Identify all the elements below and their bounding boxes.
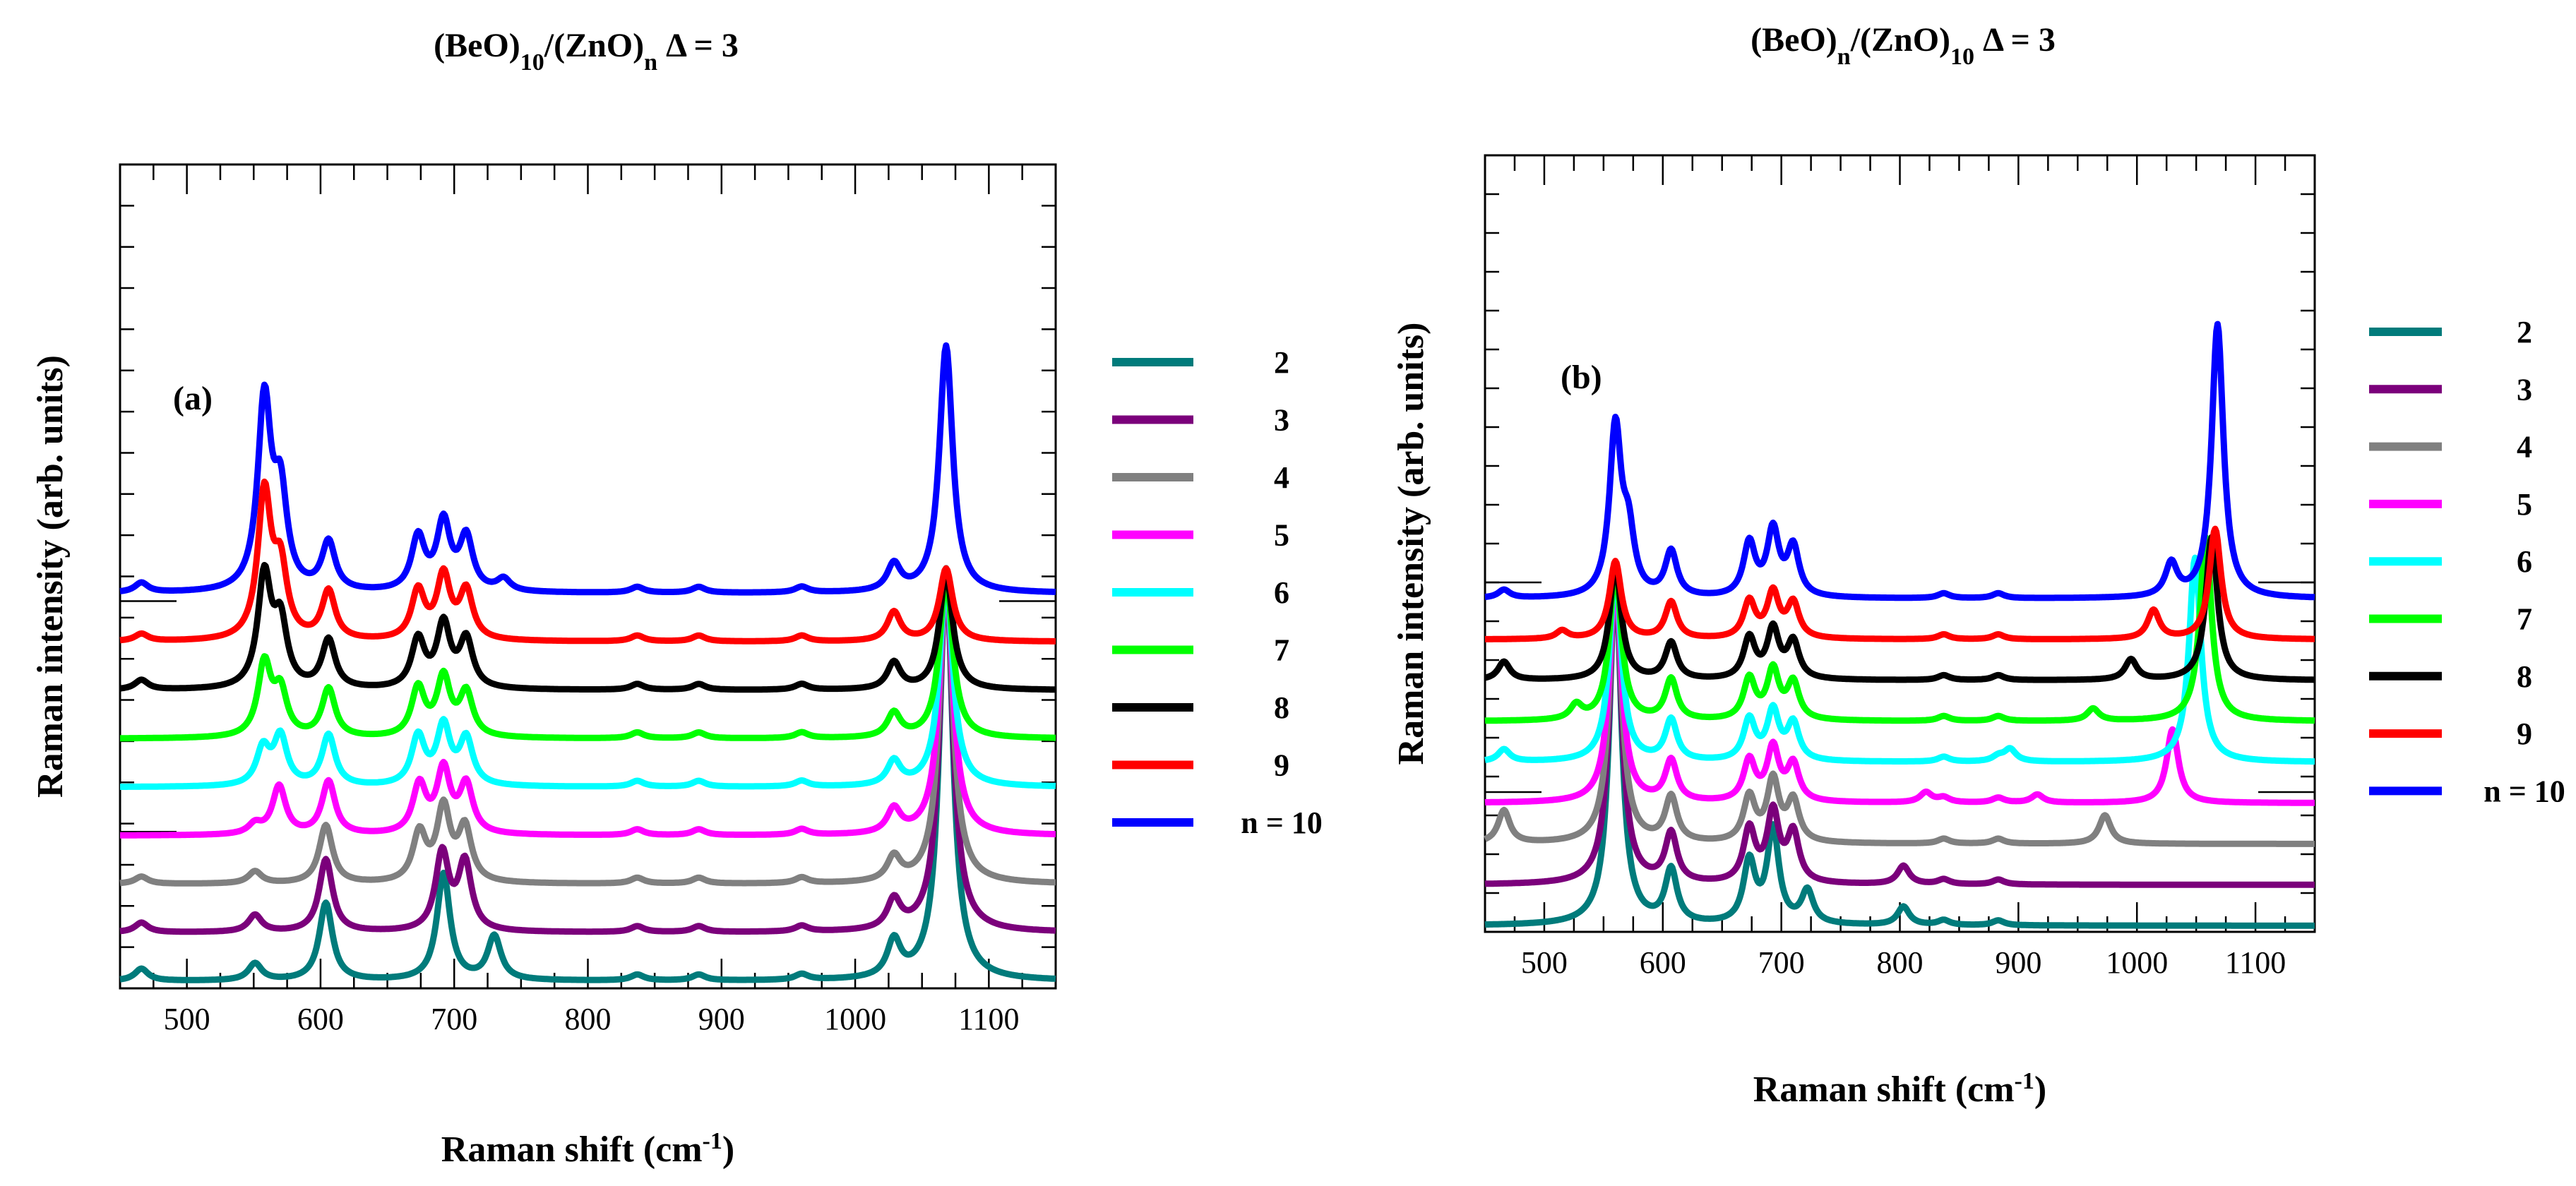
series-line-6 (118, 575, 1058, 790)
chart-title-part: 10 (1950, 44, 1974, 70)
legend-label: 7 (1274, 633, 1289, 668)
chart-title-part: /(ZnO) (1850, 21, 1950, 59)
legend-label: n = 10 (2483, 774, 2565, 808)
panel-a: 500 600 700 800 900 1000 1100 2 3 4 5 6 7 8 9 n = 10 (a)… (30, 27, 1323, 1170)
chart-title-part: Δ = 3 (657, 27, 739, 64)
chart-title-part: (BeO) (434, 27, 520, 64)
series-line-9 (1483, 525, 2317, 642)
x-tick-label: 800 (1877, 945, 1924, 980)
x-tick-label: 1100 (2225, 945, 2286, 980)
legend-label: 3 (2517, 372, 2532, 407)
legend-label: 5 (1274, 518, 1289, 553)
chart-title-part: Δ = 3 (1974, 21, 2056, 59)
legend-label: 2 (1274, 345, 1289, 380)
x-tick-label: 800 (565, 1002, 612, 1036)
x-tick-label: 600 (297, 1002, 344, 1036)
x-axis-title: Raman shift (cm-1) (441, 1128, 734, 1170)
series-line-9 (118, 478, 1058, 645)
series-line-4 (118, 570, 1058, 887)
x-tick-label: 700 (1758, 945, 1805, 980)
chart-title-part: /(ZnO) (544, 27, 644, 64)
series-line-10 (1483, 321, 2317, 601)
y-axis-title: Raman intensity (arb. units) (30, 355, 71, 798)
series-line-10 (118, 342, 1058, 596)
legend-label: 2 (2517, 315, 2532, 349)
chart-title-part: n (1837, 44, 1851, 70)
series-line-8 (1483, 534, 2317, 683)
series-line-2 (118, 565, 1058, 983)
chart-title-part: 10 (520, 49, 544, 76)
x-axis-title-part: ) (2034, 1070, 2046, 1110)
x-tick-label: 500 (1521, 945, 1568, 980)
panel-b: 500 600 700 800 900 1000 1100 2 3 4 5 6 7 8 9 n = 10 (b)… (1391, 21, 2565, 1110)
legend-label: 5 (2517, 487, 2532, 522)
legend-label: 9 (1274, 748, 1289, 783)
x-axis-title-part: -1 (703, 1128, 722, 1154)
x-tick-label: 600 (1640, 945, 1686, 980)
legend-label: 8 (2517, 659, 2532, 694)
panel-label: (a) (173, 380, 213, 417)
series-line-8 (118, 562, 1058, 693)
legend-label: 7 (2517, 602, 2532, 637)
series-line-5 (118, 570, 1058, 839)
legend-label: n = 10 (1241, 805, 1323, 840)
chart-title: (BeO)10/(ZnO)n Δ = 3 (434, 27, 739, 76)
series-line-7 (118, 575, 1058, 742)
x-tick-label: 900 (1995, 945, 2041, 980)
x-axis-title: Raman shift (cm-1) (1753, 1068, 2046, 1110)
x-tick-label: 1100 (958, 1002, 1019, 1036)
legend-label: 4 (1274, 460, 1289, 495)
x-tick-label: 1000 (2106, 945, 2168, 980)
legend-label: 9 (2517, 717, 2532, 751)
plot-frame (1484, 154, 2316, 933)
legend-label: 8 (1274, 690, 1289, 725)
x-tick-label: 500 (164, 1002, 210, 1036)
x-tick-label: 1000 (824, 1002, 886, 1036)
panel-label: (b) (1561, 359, 1602, 396)
series-line-3 (118, 570, 1058, 935)
legend-label: 3 (1274, 403, 1289, 438)
x-tick-label: 900 (698, 1002, 745, 1036)
chart-title-part: n (644, 49, 657, 76)
x-axis-title-part: ) (722, 1130, 734, 1170)
legend-label: 4 (2517, 430, 2532, 465)
legend-label: 6 (1274, 575, 1289, 610)
x-axis-title-part: Raman shift (cm (1753, 1070, 2015, 1110)
x-axis-title-part: -1 (2015, 1068, 2034, 1094)
y-axis-title: Raman intensity (arb. units) (1391, 323, 1431, 765)
chart-title: (BeO)n/(ZnO)10 Δ = 3 (1751, 21, 2056, 70)
chart-title-part: (BeO) (1751, 21, 1837, 59)
x-axis-title-part: Raman shift (cm (441, 1130, 703, 1170)
x-tick-label: 700 (431, 1002, 477, 1036)
legend-label: 6 (2517, 544, 2532, 579)
series-line-7 (1483, 534, 2317, 724)
